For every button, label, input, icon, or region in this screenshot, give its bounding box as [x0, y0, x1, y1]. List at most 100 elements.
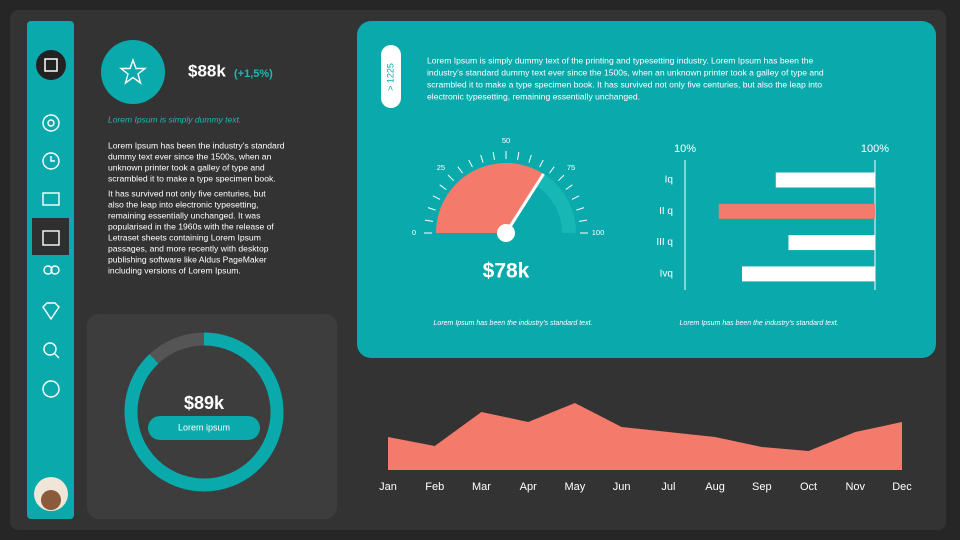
icon-glyph [50, 156, 55, 162]
gauge-tick-label: 100 [592, 228, 605, 237]
gauge-tick-label: 75 [567, 163, 575, 172]
y-tick-label: Iq [665, 175, 673, 186]
gauge-tick-label: 50 [502, 136, 510, 145]
donut-segment [124, 332, 284, 492]
icon-glyph [44, 58, 58, 72]
sidebar-active [32, 218, 69, 255]
gauge-minor-tick [424, 219, 433, 222]
header-change: (+1,5%) [234, 68, 273, 80]
left-text: Lorem Ipsum has been the industry's stan… [108, 140, 285, 275]
star-badge [101, 40, 165, 104]
y-tick-label: II q [659, 206, 673, 217]
paragraph-line: dummy text ever since the 1500s, when an [108, 151, 272, 161]
x-tick-label: Sep [752, 481, 772, 493]
zoom-icon[interactable] [43, 342, 57, 356]
icon-glyph [47, 119, 55, 127]
gauge-minor-tick [517, 151, 520, 160]
users-icon[interactable] [43, 265, 53, 275]
paragraph-line: It has survived not only five centuries,… [108, 188, 266, 198]
settings-icon[interactable] [42, 114, 60, 132]
paragraph-line: publishing software like Aldus PageMaker [108, 254, 267, 264]
paragraph-line: passages, and more recently with desktop [108, 243, 269, 253]
tag-text: > 1225 [385, 63, 395, 91]
donut-value: $89k [184, 393, 225, 413]
donut-button-text: Lorem ipsum [178, 422, 230, 432]
menu-icon[interactable] [36, 50, 66, 80]
gauge-minor-tick [432, 195, 441, 200]
diamond-icon[interactable] [42, 302, 60, 321]
paragraph-line: unknown printer took a galley of type an… [108, 162, 265, 172]
bar [788, 235, 875, 251]
paragraph-line: industry's standard dummy text ever sinc… [427, 67, 824, 77]
top-text: Lorem Ipsum is simply dummy text of the … [427, 55, 824, 101]
y-tick-label: Ivq [660, 269, 673, 280]
x-tick-label: Aug [705, 481, 725, 493]
briefcase-icon[interactable] [42, 192, 60, 206]
gauge-tick-label: 0 [412, 228, 416, 237]
donut-button [148, 416, 260, 440]
x-tick-label: 10% [674, 143, 696, 155]
icon-glyph [50, 265, 60, 275]
header-subtitle: Lorem Ipsum is simply dummy text. [108, 114, 241, 124]
star-icon[interactable] [42, 380, 60, 398]
gauge-minor-tick [565, 184, 573, 190]
star-glyph [118, 57, 148, 85]
gauge-minor-tick [539, 159, 544, 168]
x-tick-label: Jul [661, 481, 675, 493]
gauge-minor-tick [457, 166, 463, 174]
gauge-minor-tick [492, 151, 495, 160]
sidebar-icons [42, 114, 60, 398]
paragraph-line: Lorem Ipsum has been the industry's stan… [108, 140, 285, 150]
charts: 0 25 50 75 100 $78k Lorem Ipsum has been the i… [124, 136, 912, 493]
clock-icon[interactable] [42, 152, 60, 170]
paragraph-line: scrambled it to make a type specimen boo… [108, 173, 276, 183]
gauge-value: $78k [483, 260, 530, 283]
gauge-tick-label: 25 [437, 163, 445, 172]
x-tick-label: Oct [800, 481, 817, 493]
gauge-minor-tick [528, 154, 532, 163]
gauge-minor-tick [579, 219, 588, 222]
paragraph-line: electronic typesetting, remaining essent… [427, 91, 640, 101]
x-tick-label: Jan [379, 481, 397, 493]
gauge-hub [497, 224, 515, 242]
gauge-minor-tick [557, 174, 565, 182]
paragraph-line: scrambled it to make a type specimen boo… [427, 79, 822, 89]
x-tick-label: 100% [861, 143, 889, 155]
gauge-track [536, 173, 576, 233]
gauge-minor-tick [576, 207, 585, 211]
paragraph-line: Lorem Ipsum is simply dummy text of the … [427, 55, 813, 65]
x-tick-label: May [565, 481, 586, 493]
gauge-minor-tick [427, 207, 436, 211]
area [388, 403, 902, 470]
bar [742, 266, 875, 282]
x-tick-label: Jun [613, 481, 631, 493]
avatar-face [41, 490, 61, 510]
gauge-minor-tick [447, 174, 455, 182]
bar-caption: Lorem Ipsum has been the industry's stan… [680, 320, 839, 327]
paragraph-line: remaining essentially unchanged. It was [108, 210, 260, 220]
header-value: $88k [188, 61, 226, 80]
x-tick-label: Feb [425, 481, 444, 493]
y-tick-label: III q [656, 237, 673, 248]
gauge-needle [504, 173, 545, 234]
gauge-minor-tick [468, 159, 473, 168]
paragraph-line: Letraset sheets containing Lorem Ipsum [108, 232, 261, 242]
gauge-minor-tick [549, 166, 555, 174]
x-tick-label: Apr [520, 481, 537, 493]
bar [775, 172, 875, 188]
x-tick-label: Mar [472, 481, 491, 493]
gauge-minor-tick [480, 154, 484, 163]
tag-pill [381, 45, 401, 108]
icon-glyph [53, 352, 60, 359]
paragraph-line: popularised in the 1960s with the releas… [108, 221, 274, 231]
gauge-minor-tick [571, 195, 580, 200]
bar [718, 203, 875, 219]
donut-segment [149, 332, 205, 364]
x-tick-label: Nov [845, 481, 865, 493]
gauge-minor-tick [439, 184, 447, 190]
paragraph-line: including versions of Lorem Ipsum. [108, 265, 241, 275]
calendar-icon[interactable] [42, 230, 60, 246]
paragraph-line: also the leap into electronic typesettin… [108, 199, 258, 209]
gauge-caption: Lorem Ipsum has been the industry's stan… [434, 320, 593, 327]
